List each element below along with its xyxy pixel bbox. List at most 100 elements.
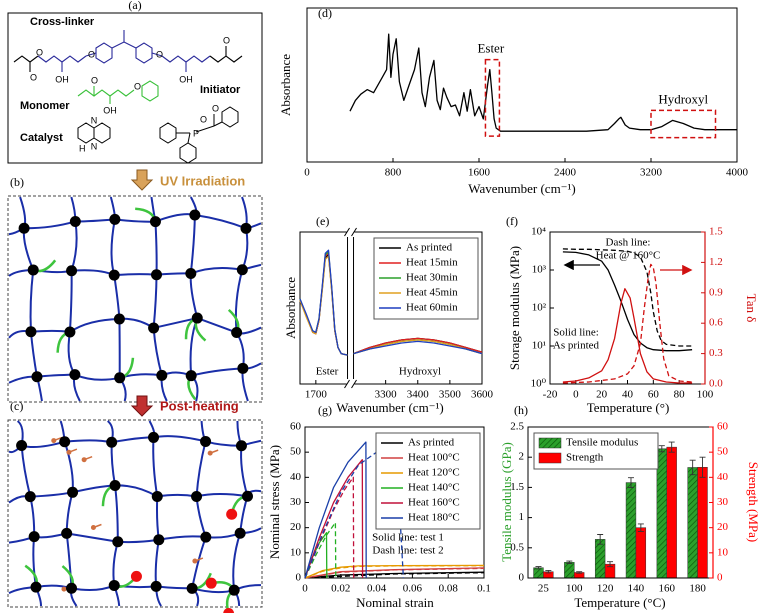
panel-frame: [7, 419, 263, 608]
data-line: [562, 248, 693, 347]
network-chain: [29, 269, 35, 332]
crosslink-node: [66, 582, 78, 594]
network-chain: [63, 441, 74, 493]
crosslink-node: [156, 369, 168, 381]
y2-tick-label: 30: [717, 496, 729, 508]
error-bar: [545, 570, 552, 574]
free-molecule: [81, 457, 87, 463]
crosslink-node: [191, 490, 203, 502]
x-tick-label: 4000: [726, 167, 749, 179]
network-chain: [189, 214, 196, 274]
data-line: [299, 249, 348, 356]
panel-c: (c) Post-heating: [7, 395, 263, 608]
free-molecule: [192, 558, 198, 564]
y-tick-label: 10³: [532, 264, 547, 276]
network-chain: [29, 331, 38, 377]
y-tick-label: 1: [519, 511, 525, 523]
x-tick-label: 2400: [554, 167, 577, 179]
data-line-dashed: [304, 521, 337, 579]
y2-tick-label: 0.6: [709, 317, 723, 329]
crosslink-node: [24, 491, 36, 503]
network-chain: [70, 221, 78, 272]
network-chain: [154, 539, 160, 587]
crosslink-node: [237, 362, 249, 374]
free-molecule: [66, 449, 72, 455]
highlight-label: Ester: [477, 41, 504, 56]
y-axis-label: Nominal stress (MPa): [267, 445, 282, 559]
highlight-box: [650, 109, 717, 139]
axis-break: [346, 227, 355, 237]
atom-label: O: [88, 49, 95, 59]
network-chain: [113, 274, 121, 320]
y-axis-label: Absorbance: [278, 54, 293, 116]
network-chain: [239, 495, 249, 534]
plot-frame: [306, 7, 738, 163]
red-node: [226, 508, 238, 520]
network-chain: [69, 317, 120, 333]
network-chain: [190, 266, 243, 275]
network-chain: [24, 220, 76, 230]
legend-label: As printed: [406, 242, 453, 254]
error-bar: [627, 477, 634, 488]
data-line: [304, 441, 367, 579]
x-tick-label: 0: [573, 389, 579, 401]
panel-a: (a) Cross-linker O OH O O OH O O Monome: [7, 0, 263, 164]
atom-label: O: [156, 49, 163, 59]
x-tick-label: 3200: [640, 167, 663, 179]
axis-break: [351, 379, 357, 389]
network-chain: [152, 274, 158, 329]
x-axis-label: Wavenumber (cm⁻¹): [468, 181, 576, 196]
y-tick-label: 1.5: [510, 481, 524, 493]
data-line-dashed: [304, 572, 485, 579]
error-bar: [535, 566, 542, 570]
bar: [625, 482, 637, 579]
x-tick-label: 1700: [305, 389, 328, 401]
data-line: [562, 263, 693, 384]
step-arrow: [130, 395, 154, 417]
crosslink-node: [200, 531, 212, 543]
error-bar: [637, 523, 644, 532]
error-bar: [668, 441, 675, 453]
crosslink-node: [191, 312, 203, 324]
y2-axis-label: Tan δ: [744, 294, 759, 323]
network-chain: [71, 269, 115, 277]
crosslink-node: [64, 326, 76, 338]
network-chain: [22, 228, 35, 271]
annotation: Dash line: test 2: [372, 545, 443, 557]
x-axis-label: Temperature (°C): [574, 595, 665, 610]
free-molecule: [51, 438, 57, 444]
crosslink-node: [18, 222, 30, 234]
atom-label: O: [223, 35, 230, 45]
network-chain: [196, 493, 248, 498]
panel-label: (b): [10, 175, 24, 189]
legend-label: Heat 15min: [406, 257, 458, 269]
highlight-box: [484, 58, 501, 137]
y-tick-label: 10⁰: [531, 378, 547, 390]
crosslink-node: [27, 264, 39, 276]
legend-label: As printed: [408, 437, 455, 449]
x-tick-label: 0.08: [439, 583, 459, 595]
crosslink-node: [25, 326, 37, 338]
crosslink-node: [185, 370, 197, 382]
atom-label: O: [91, 75, 98, 85]
y2-tick-label: 1.2: [709, 256, 723, 268]
network-chain: [110, 442, 117, 486]
crosslink-node: [241, 490, 253, 502]
network-chain: [71, 584, 115, 592]
x-tick-label: 0.04: [367, 583, 387, 595]
annotation: Solid line: test 1: [372, 532, 444, 544]
network-chain: [114, 273, 157, 277]
plot-frame: [299, 231, 349, 385]
y-tick-label: 10⁴: [531, 226, 546, 238]
panel-label: (f): [506, 214, 518, 228]
y-tick-label: 2.5: [510, 421, 524, 433]
network-chain: [189, 273, 199, 319]
crosslink-node: [236, 264, 248, 276]
crosslink-node: [149, 216, 161, 228]
x-tick-label: 3500: [439, 389, 462, 401]
bar: [594, 539, 606, 579]
y2-tick-label: 0: [717, 572, 723, 584]
network-chain: [114, 218, 156, 223]
crosslink-node: [148, 322, 160, 334]
